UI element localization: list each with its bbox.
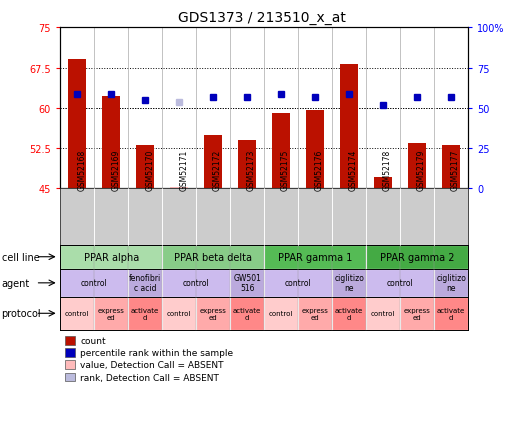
Bar (408, 143, 426, 189)
Bar (162, 189, 196, 245)
Text: express
ed: express ed (302, 307, 328, 320)
Text: express
ed: express ed (98, 307, 124, 320)
Text: rank, Detection Call = ABSENT: rank, Detection Call = ABSENT (80, 373, 219, 381)
Bar (230, 189, 264, 245)
Text: control: control (65, 311, 89, 316)
Bar (136, 146, 154, 189)
Bar (374, 178, 392, 189)
Bar (366, 269, 434, 297)
Bar (264, 189, 298, 245)
Text: control: control (371, 311, 395, 316)
Bar (264, 245, 366, 269)
Text: protocol: protocol (2, 309, 41, 319)
Bar (65, 336, 75, 345)
Text: ciglitizo
ne: ciglitizo ne (436, 274, 466, 293)
Text: express
ed: express ed (200, 307, 226, 320)
Bar (196, 189, 230, 245)
Text: GSM52177: GSM52177 (451, 150, 460, 191)
Bar (264, 297, 298, 330)
Bar (204, 135, 222, 189)
Text: GSM52175: GSM52175 (281, 150, 290, 191)
Bar (162, 245, 264, 269)
Text: GSM52171: GSM52171 (179, 150, 188, 191)
Text: value, Detection Call = ABSENT: value, Detection Call = ABSENT (80, 361, 223, 369)
Text: control: control (285, 279, 312, 288)
Text: count: count (80, 336, 106, 345)
Bar (128, 189, 162, 245)
Text: fenofibri
c acid: fenofibri c acid (129, 274, 161, 293)
Text: percentile rank within the sample: percentile rank within the sample (80, 349, 233, 357)
Bar (102, 97, 120, 189)
Bar (434, 269, 468, 297)
Text: GSM52176: GSM52176 (315, 150, 324, 191)
Bar (366, 189, 400, 245)
Bar (65, 361, 75, 369)
Bar (238, 141, 256, 189)
Bar (332, 269, 366, 297)
Text: GSM52169: GSM52169 (111, 150, 120, 191)
Text: activate
d: activate d (131, 307, 160, 320)
Bar (272, 114, 290, 189)
Bar (332, 297, 366, 330)
Text: GDS1373 / 213510_x_at: GDS1373 / 213510_x_at (178, 11, 345, 25)
Bar (94, 297, 128, 330)
Bar (434, 189, 468, 245)
Text: GSM52170: GSM52170 (145, 150, 154, 191)
Text: express
ed: express ed (404, 307, 430, 320)
Bar (94, 189, 128, 245)
Text: control: control (386, 279, 414, 288)
Text: PPAR alpha: PPAR alpha (84, 252, 139, 262)
Bar (170, 187, 188, 189)
Text: GSM52179: GSM52179 (417, 150, 426, 191)
Bar (306, 111, 324, 189)
Text: GSM52168: GSM52168 (77, 150, 86, 191)
Bar (340, 65, 358, 189)
Bar (162, 297, 196, 330)
Text: GSM52172: GSM52172 (213, 150, 222, 191)
Text: control: control (81, 279, 108, 288)
Bar (60, 189, 94, 245)
Bar (60, 245, 162, 269)
Text: GW501
516: GW501 516 (233, 274, 261, 293)
Text: PPAR gamma 2: PPAR gamma 2 (380, 252, 454, 262)
Bar (128, 269, 162, 297)
Bar (128, 297, 162, 330)
Text: PPAR gamma 1: PPAR gamma 1 (278, 252, 353, 262)
Bar (400, 297, 434, 330)
Text: GSM52173: GSM52173 (247, 150, 256, 191)
Bar (298, 297, 332, 330)
Bar (68, 60, 86, 189)
Bar (264, 269, 332, 297)
Text: control: control (167, 311, 191, 316)
Bar (400, 189, 434, 245)
Bar (60, 269, 128, 297)
Text: PPAR beta delta: PPAR beta delta (174, 252, 252, 262)
Bar (60, 297, 94, 330)
Text: GSM52174: GSM52174 (349, 150, 358, 191)
Text: control: control (183, 279, 210, 288)
Bar (442, 146, 460, 189)
Text: cell line: cell line (2, 252, 39, 262)
Bar (298, 189, 332, 245)
Bar (366, 245, 468, 269)
Text: control: control (269, 311, 293, 316)
Bar (366, 297, 400, 330)
Bar (230, 269, 264, 297)
Text: activate
d: activate d (233, 307, 262, 320)
Bar (162, 269, 230, 297)
Text: ciglitizo
ne: ciglitizo ne (334, 274, 364, 293)
Text: agent: agent (2, 278, 30, 288)
Bar (196, 297, 230, 330)
Bar (230, 297, 264, 330)
Bar (434, 297, 468, 330)
Bar (65, 349, 75, 357)
Text: activate
d: activate d (437, 307, 465, 320)
Text: GSM52178: GSM52178 (383, 150, 392, 191)
Text: activate
d: activate d (335, 307, 363, 320)
Bar (332, 189, 366, 245)
Bar (65, 373, 75, 381)
